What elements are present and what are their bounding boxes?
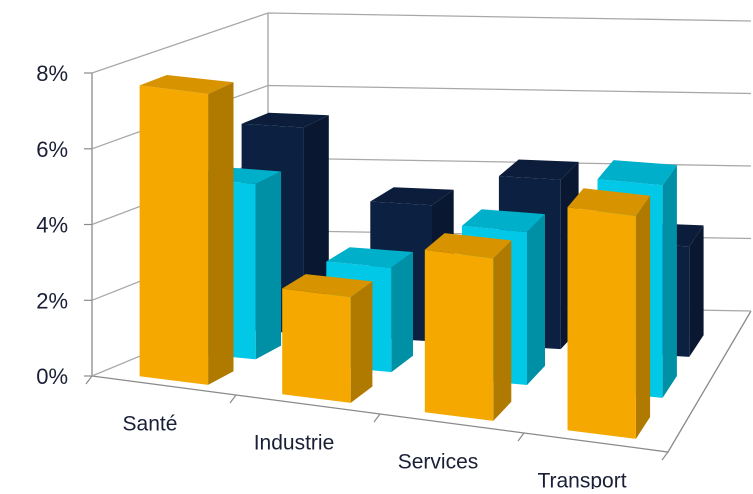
y-tick-label: 6% <box>36 137 68 162</box>
bar-series-1-1 <box>282 274 373 403</box>
y-tick-label: 2% <box>36 288 68 313</box>
y-tick-label: 4% <box>36 213 68 238</box>
bar-front <box>424 249 494 421</box>
bars <box>139 75 704 439</box>
x-tick-mark <box>661 451 669 461</box>
bar-side <box>527 214 545 385</box>
bar-top <box>597 160 677 186</box>
bar-series-1-3 <box>567 188 651 439</box>
bar-front <box>567 207 636 439</box>
bar-side <box>493 240 512 421</box>
bar-top <box>567 188 651 216</box>
bar-top <box>326 247 413 268</box>
x-tick-label: Services <box>398 451 479 474</box>
bar-top <box>370 187 454 206</box>
bar-top <box>498 159 579 180</box>
bar-side <box>689 225 704 357</box>
bar-side <box>391 252 413 373</box>
x-axis: Santé Industrie Services Transport <box>123 413 627 493</box>
x-tick-mark <box>373 413 381 423</box>
x-tick-label: Industrie <box>254 432 335 455</box>
bar-top <box>461 209 545 233</box>
bar-side <box>350 281 373 403</box>
bar-top <box>139 75 234 94</box>
x-tick-label: Santé <box>123 413 178 436</box>
gridline <box>91 12 752 74</box>
bar-side <box>635 195 651 439</box>
bar-series-1-0 <box>139 75 234 385</box>
bar-front <box>282 288 351 403</box>
bar-side <box>208 82 234 385</box>
x-tick-mark <box>85 375 93 385</box>
y-tick-label: 0% <box>36 364 68 389</box>
x-tick-mark <box>517 432 525 442</box>
bar-front <box>139 85 209 385</box>
x-tick-label: Transport <box>537 470 626 490</box>
y-axis: 0% 2% 4% 6% 8% <box>36 61 68 389</box>
bar-top <box>241 112 329 128</box>
bar-top <box>282 274 373 298</box>
bar-top <box>424 233 512 259</box>
x-tick-mark <box>229 394 237 404</box>
bar-side <box>255 171 282 360</box>
bar-series-1-2 <box>424 233 512 421</box>
bar-side <box>662 165 677 398</box>
y-tick-label: 8% <box>36 61 68 86</box>
